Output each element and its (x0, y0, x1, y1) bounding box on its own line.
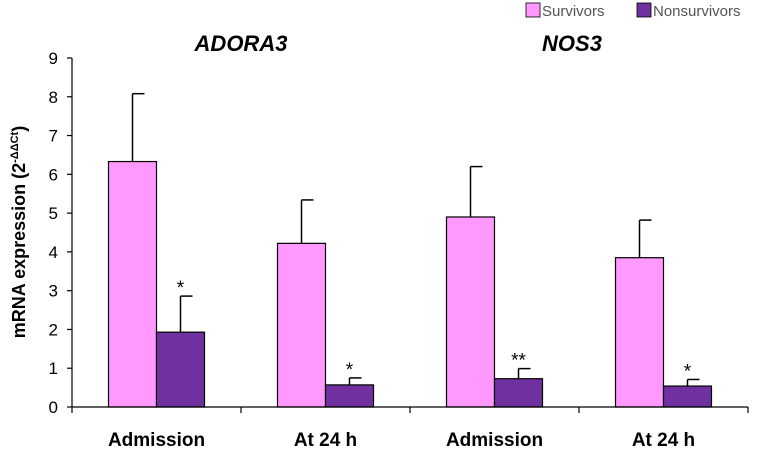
bar-nonsurvivors (662, 385, 713, 408)
legend-label-survivors: Survivors (542, 3, 605, 20)
group-title-nos3: NOS3 (542, 31, 602, 56)
x-category-label: At 24 h (294, 430, 357, 451)
bar-survivors (614, 257, 665, 408)
x-category-label: Admission (108, 430, 205, 451)
x-axis-categories: Admission At 24 h Admission At 24 h (71, 407, 749, 451)
y-tick-label: 5 (49, 204, 58, 223)
y-tick-label: 7 (49, 127, 58, 146)
x-category-label: At 24 h (632, 430, 695, 451)
group-title-adora3: ADORA3 (194, 31, 288, 56)
y-tick-label: 1 (49, 359, 58, 378)
y-tick-label: 3 (49, 282, 58, 301)
significance-marker: * (177, 278, 185, 299)
legend: Survivors Nonsurvivors (525, 2, 741, 20)
y-tick-label: 2 (49, 320, 58, 339)
y-axis-label: mRNA expression (2-ΔΔCt) (9, 126, 29, 338)
bar-nonsurvivors (155, 331, 206, 408)
significance-marker: * (346, 360, 354, 381)
bar-survivors (107, 160, 158, 408)
y-tick-label: 4 (49, 243, 58, 262)
y-axis-label-main: mRNA expression (2 (9, 163, 29, 338)
y-axis-label-close: ) (9, 126, 29, 132)
legend-swatch-nonsurvivors (636, 2, 652, 18)
legend-label-nonsurvivors: Nonsurvivors (653, 3, 741, 20)
bar-nonsurvivors (493, 378, 544, 408)
y-axis-label-sup: -ΔΔCt (9, 131, 21, 162)
significance-marker: ** (511, 351, 526, 372)
bar-nonsurvivors (324, 384, 375, 408)
y-axis-ticks: 0 1 2 3 4 5 6 7 8 9 (49, 49, 72, 417)
legend-swatch-survivors (525, 2, 541, 18)
bar-survivors (276, 242, 327, 408)
y-tick-label: 0 (49, 398, 58, 417)
x-category-label: Admission (446, 430, 543, 451)
y-tick-label: 6 (49, 165, 58, 184)
y-tick-label: 9 (49, 49, 58, 68)
y-tick-label: 8 (49, 88, 58, 107)
significance-marker: * (684, 361, 692, 382)
bar-survivors (445, 216, 496, 408)
bars: ** *** (107, 92, 713, 408)
